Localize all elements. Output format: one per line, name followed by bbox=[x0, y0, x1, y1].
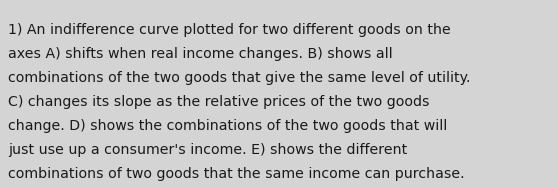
Text: combinations of two goods that the same income can purchase.: combinations of two goods that the same … bbox=[8, 167, 465, 181]
Text: axes A) shifts when real income changes. B) shows all: axes A) shifts when real income changes.… bbox=[8, 47, 393, 61]
Text: combinations of the two goods that give the same level of utility.: combinations of the two goods that give … bbox=[8, 71, 471, 85]
Text: just use up a consumer's income. E) shows the different: just use up a consumer's income. E) show… bbox=[8, 143, 408, 157]
Text: 1) An indifference curve plotted for two different goods on the: 1) An indifference curve plotted for two… bbox=[8, 23, 451, 36]
Text: change. D) shows the combinations of the two goods that will: change. D) shows the combinations of the… bbox=[8, 119, 448, 133]
Text: C) changes its slope as the relative prices of the two goods: C) changes its slope as the relative pri… bbox=[8, 95, 430, 109]
